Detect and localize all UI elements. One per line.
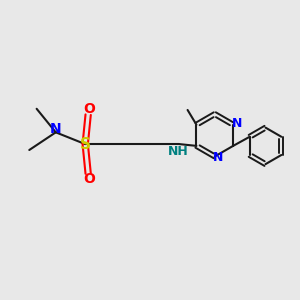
Text: O: O bbox=[84, 102, 96, 116]
Text: O: O bbox=[84, 172, 96, 186]
Text: S: S bbox=[80, 136, 91, 152]
Text: N: N bbox=[232, 117, 242, 130]
Text: NH: NH bbox=[168, 145, 188, 158]
Text: N: N bbox=[50, 122, 61, 136]
Text: N: N bbox=[213, 152, 224, 164]
